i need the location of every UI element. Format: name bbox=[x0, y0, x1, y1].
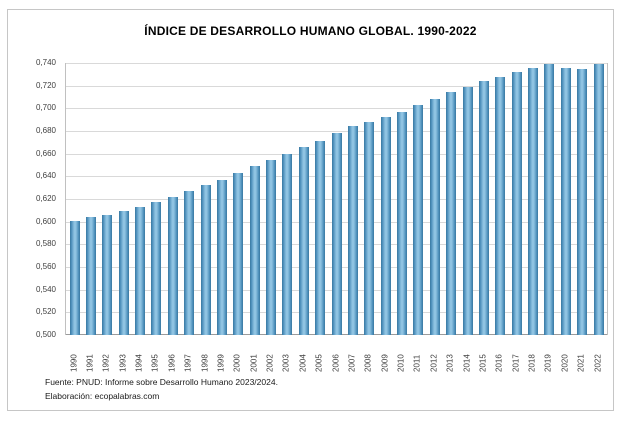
bar-2000 bbox=[233, 173, 243, 335]
y-tick-label-0,600: 0,600 bbox=[35, 217, 56, 226]
bar-2008 bbox=[364, 122, 374, 335]
x-tick-label-2012: 2012 bbox=[429, 354, 439, 372]
bar-1993 bbox=[119, 211, 129, 335]
bar-2015 bbox=[479, 81, 489, 335]
x-tick-label-1999: 1999 bbox=[216, 354, 226, 372]
x-tick-label-2002: 2002 bbox=[265, 354, 275, 372]
x-tick-label-1993: 1993 bbox=[118, 354, 128, 372]
bar-1999 bbox=[217, 180, 227, 335]
x-axis: 1990 1991 1992 1993 1994 1995 1996 1997 1998 1999… bbox=[65, 340, 606, 374]
bar-2007 bbox=[348, 126, 358, 335]
bar-2011 bbox=[413, 105, 423, 335]
x-tick-label-2011: 2011 bbox=[412, 354, 422, 372]
y-tick-label-0,520: 0,520 bbox=[35, 307, 56, 316]
x-tick-label-2004: 2004 bbox=[298, 354, 308, 372]
x-tick-label-1990: 1990 bbox=[69, 354, 79, 372]
x-tick-label-2019: 2019 bbox=[543, 354, 553, 372]
gridline-0,740 bbox=[66, 63, 607, 64]
bar-2017 bbox=[512, 72, 522, 335]
source-line: Fuente: PNUD: Informe sobre Desarrollo H… bbox=[45, 377, 278, 387]
x-tick-label-2021: 2021 bbox=[576, 354, 586, 372]
y-tick-label-0,580: 0,580 bbox=[35, 239, 56, 248]
x-tick-label-2014: 2014 bbox=[462, 354, 472, 372]
bar-2005 bbox=[315, 141, 325, 335]
x-tick-label-2018: 2018 bbox=[527, 354, 537, 372]
bar-1990 bbox=[70, 221, 80, 335]
gridline-0,720 bbox=[66, 86, 607, 87]
bar-2022 bbox=[594, 64, 604, 335]
x-tick-label-1995: 1995 bbox=[150, 354, 160, 372]
plot-area bbox=[65, 63, 608, 335]
bar-1991 bbox=[86, 217, 96, 335]
y-tick-label-0,620: 0,620 bbox=[35, 194, 56, 203]
y-axis: 0,740 0,720 0,700 0,680 0,660 0,640 0,620 0,600… bbox=[8, 58, 56, 339]
bar-2002 bbox=[266, 160, 276, 335]
x-tick-label-2015: 2015 bbox=[478, 354, 488, 372]
credit-line: Elaboración: ecopalabras.com bbox=[45, 390, 160, 401]
x-tick-label-2009: 2009 bbox=[380, 354, 390, 372]
x-tick-label-2005: 2005 bbox=[314, 354, 324, 372]
y-tick-label-0,540: 0,540 bbox=[35, 285, 56, 294]
bar-2018 bbox=[528, 68, 538, 335]
x-tick-label-2013: 2013 bbox=[445, 354, 455, 372]
chart-frame: ÍNDICE DE DESARROLLO HUMANO GLOBAL. 1990… bbox=[7, 9, 614, 411]
x-tick-label-2006: 2006 bbox=[331, 354, 341, 372]
bar-2010 bbox=[397, 112, 407, 335]
bar-2020 bbox=[561, 68, 571, 335]
gridline-0,700 bbox=[66, 108, 607, 109]
x-tick-label-2010: 2010 bbox=[396, 354, 406, 372]
x-tick-label-2020: 2020 bbox=[560, 354, 570, 372]
y-tick-label-0,740: 0,740 bbox=[35, 58, 56, 67]
x-tick-label-2007: 2007 bbox=[347, 354, 357, 372]
y-tick-label-0,640: 0,640 bbox=[35, 171, 56, 180]
x-tick-label-1997: 1997 bbox=[183, 354, 193, 372]
x-tick-label-1992: 1992 bbox=[101, 354, 111, 372]
bar-2019 bbox=[544, 64, 554, 335]
x-tick-label-2001: 2001 bbox=[249, 354, 259, 372]
bar-2001 bbox=[250, 166, 260, 335]
x-tick-label-1996: 1996 bbox=[167, 354, 177, 372]
x-tick-label-1998: 1998 bbox=[200, 354, 210, 372]
y-tick-label-0,660: 0,660 bbox=[35, 149, 56, 158]
x-tick-label-2022: 2022 bbox=[593, 354, 603, 372]
x-tick-label-2003: 2003 bbox=[281, 354, 291, 372]
x-tick-label-2017: 2017 bbox=[511, 354, 521, 372]
y-tick-label-0,500: 0,500 bbox=[35, 330, 56, 339]
bar-1997 bbox=[184, 191, 194, 335]
bar-2006 bbox=[332, 133, 342, 335]
gridline-0,680 bbox=[66, 131, 607, 132]
bar-2013 bbox=[446, 92, 456, 335]
bar-2004 bbox=[299, 147, 309, 335]
x-tick-label-1991: 1991 bbox=[85, 354, 95, 372]
x-tick-label-1994: 1994 bbox=[134, 354, 144, 372]
bar-1994 bbox=[135, 207, 145, 335]
bar-1998 bbox=[201, 185, 211, 335]
bar-2014 bbox=[463, 87, 473, 335]
bar-2021 bbox=[577, 69, 587, 335]
y-tick-label-0,560: 0,560 bbox=[35, 262, 56, 271]
y-tick-label-0,720: 0,720 bbox=[35, 81, 56, 90]
bar-2016 bbox=[495, 77, 505, 335]
y-tick-label-0,680: 0,680 bbox=[35, 126, 56, 135]
x-tick-label-2016: 2016 bbox=[494, 354, 504, 372]
x-tick-label-2008: 2008 bbox=[363, 354, 373, 372]
bar-1992 bbox=[102, 215, 112, 335]
bar-1996 bbox=[168, 197, 178, 335]
chart-title: ÍNDICE DE DESARROLLO HUMANO GLOBAL. 1990… bbox=[144, 24, 477, 38]
bar-1995 bbox=[151, 202, 161, 335]
bar-2009 bbox=[381, 117, 391, 335]
bar-2003 bbox=[282, 154, 292, 335]
y-tick-label-0,700: 0,700 bbox=[35, 103, 56, 112]
bar-2012 bbox=[430, 99, 440, 335]
source-block: Fuente: PNUD: Informe sobre Desarrollo H… bbox=[45, 376, 278, 403]
x-tick-label-2000: 2000 bbox=[232, 354, 242, 372]
